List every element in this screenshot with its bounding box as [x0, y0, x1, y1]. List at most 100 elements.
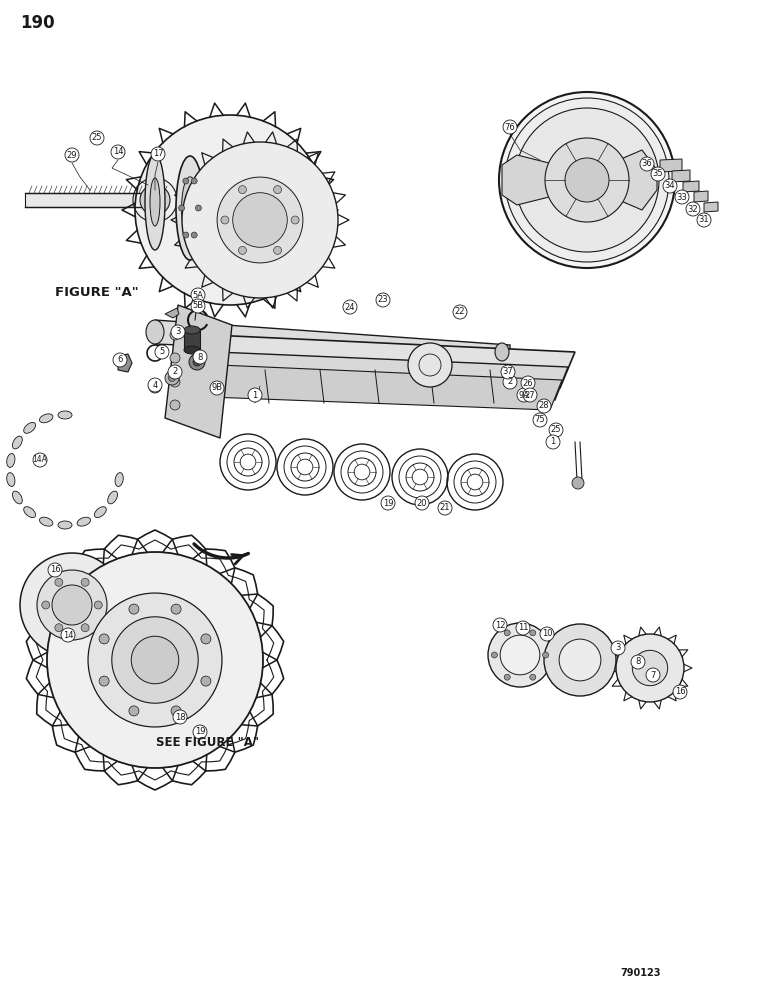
- Circle shape: [504, 674, 510, 680]
- Circle shape: [631, 655, 645, 669]
- Circle shape: [516, 621, 530, 635]
- Text: 32: 32: [688, 205, 699, 214]
- Polygon shape: [118, 354, 132, 372]
- Circle shape: [61, 628, 75, 642]
- Circle shape: [99, 676, 109, 686]
- Polygon shape: [184, 330, 200, 350]
- Text: 3: 3: [615, 644, 621, 652]
- Circle shape: [201, 676, 211, 686]
- Text: 25: 25: [550, 426, 561, 434]
- Circle shape: [42, 601, 49, 609]
- Circle shape: [178, 205, 185, 211]
- Text: 21: 21: [440, 504, 450, 512]
- Circle shape: [258, 224, 268, 234]
- Text: 11: 11: [518, 624, 528, 633]
- Circle shape: [258, 186, 268, 196]
- Circle shape: [81, 624, 89, 632]
- Circle shape: [221, 216, 229, 224]
- Polygon shape: [155, 320, 510, 359]
- Circle shape: [697, 213, 711, 227]
- Circle shape: [549, 423, 563, 437]
- Circle shape: [131, 636, 179, 684]
- Circle shape: [492, 652, 497, 658]
- Circle shape: [543, 652, 549, 658]
- Text: 1: 1: [252, 390, 258, 399]
- Circle shape: [521, 376, 535, 390]
- Circle shape: [210, 381, 224, 395]
- Circle shape: [546, 435, 560, 449]
- Circle shape: [291, 216, 299, 224]
- Polygon shape: [175, 334, 575, 388]
- Circle shape: [148, 378, 162, 392]
- Circle shape: [545, 138, 629, 222]
- Ellipse shape: [7, 473, 15, 486]
- Text: 1: 1: [550, 438, 556, 446]
- Circle shape: [170, 330, 180, 340]
- Circle shape: [499, 92, 675, 268]
- Circle shape: [55, 624, 63, 632]
- Circle shape: [488, 623, 552, 687]
- Ellipse shape: [146, 320, 164, 344]
- Text: 29: 29: [66, 150, 77, 159]
- Circle shape: [493, 618, 507, 632]
- Text: 18: 18: [174, 712, 185, 722]
- Circle shape: [112, 617, 198, 703]
- Circle shape: [151, 147, 165, 161]
- Circle shape: [239, 246, 246, 254]
- Circle shape: [152, 384, 158, 390]
- Circle shape: [530, 674, 536, 680]
- Circle shape: [94, 601, 102, 609]
- Text: 24: 24: [345, 302, 355, 312]
- Circle shape: [129, 706, 139, 716]
- Text: 25: 25: [92, 133, 102, 142]
- Text: 2: 2: [507, 377, 513, 386]
- Text: 23: 23: [378, 296, 388, 304]
- Circle shape: [515, 108, 659, 252]
- Circle shape: [146, 191, 164, 209]
- Text: 76: 76: [505, 122, 516, 131]
- Text: 9B: 9B: [212, 383, 222, 392]
- Ellipse shape: [12, 491, 22, 504]
- Text: 16: 16: [675, 688, 686, 696]
- Text: 26: 26: [523, 378, 533, 387]
- Text: 8: 8: [635, 658, 641, 666]
- Circle shape: [155, 345, 169, 359]
- Ellipse shape: [24, 422, 36, 433]
- Text: 19: 19: [383, 498, 393, 508]
- Text: 5B: 5B: [192, 302, 204, 310]
- Circle shape: [173, 710, 187, 724]
- Circle shape: [192, 297, 202, 307]
- Circle shape: [225, 167, 235, 177]
- Circle shape: [193, 725, 207, 739]
- Circle shape: [48, 563, 62, 577]
- Circle shape: [189, 354, 205, 370]
- Circle shape: [170, 400, 180, 410]
- Ellipse shape: [58, 521, 72, 529]
- Ellipse shape: [181, 177, 198, 239]
- Polygon shape: [694, 191, 708, 202]
- Polygon shape: [25, 193, 165, 207]
- Circle shape: [540, 627, 554, 641]
- Circle shape: [517, 388, 531, 402]
- Ellipse shape: [7, 454, 15, 467]
- Circle shape: [376, 293, 390, 307]
- Circle shape: [90, 131, 104, 145]
- Ellipse shape: [39, 414, 53, 423]
- Circle shape: [193, 350, 207, 364]
- Circle shape: [611, 641, 625, 655]
- Ellipse shape: [12, 436, 22, 449]
- Circle shape: [113, 353, 127, 367]
- Circle shape: [500, 635, 540, 675]
- Circle shape: [632, 650, 668, 686]
- Circle shape: [530, 630, 536, 636]
- Circle shape: [232, 193, 287, 247]
- Circle shape: [651, 167, 665, 181]
- Text: FIGURE "A": FIGURE "A": [55, 286, 139, 298]
- Circle shape: [183, 232, 189, 238]
- Circle shape: [52, 585, 92, 625]
- Circle shape: [248, 388, 262, 402]
- Circle shape: [168, 365, 182, 379]
- Text: 3: 3: [175, 328, 181, 336]
- Circle shape: [505, 98, 669, 262]
- Text: 19: 19: [195, 728, 205, 736]
